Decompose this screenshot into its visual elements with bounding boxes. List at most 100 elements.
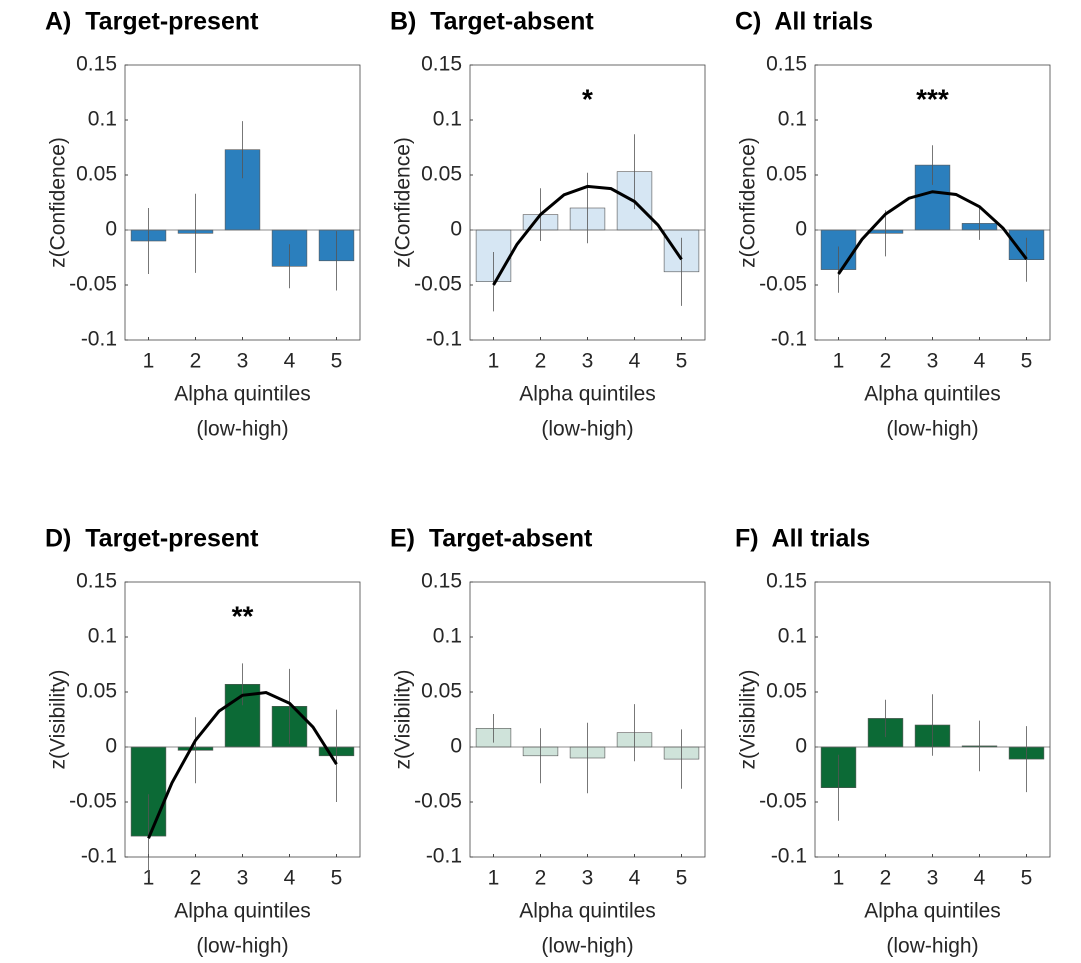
y-tick-label: 0.15 — [766, 53, 807, 76]
x-tick-label: 5 — [676, 350, 688, 373]
x-tick-label: 2 — [880, 867, 892, 890]
axes-frame — [814, 581, 1051, 858]
x-axis-label: Alpha quintiles — [864, 383, 1001, 406]
x-tick-label: 4 — [284, 867, 296, 890]
y-tick-label: 0.1 — [433, 108, 462, 131]
y-tick-label: 0 — [450, 735, 462, 758]
x-axis-label: (low-high) — [886, 935, 978, 958]
axes-frame — [814, 64, 1051, 341]
x-axis-label: Alpha quintiles — [174, 383, 311, 406]
y-tick-label: 0.05 — [76, 163, 117, 186]
y-tick-label: -0.05 — [414, 273, 462, 296]
x-tick-label: 5 — [1021, 350, 1033, 373]
y-tick-label: 0.15 — [421, 53, 462, 76]
x-axis-label: Alpha quintiles — [519, 900, 656, 923]
x-tick-label: 3 — [237, 350, 249, 373]
x-tick-label: 1 — [143, 867, 155, 890]
panel-title: B) Target-absent — [390, 8, 594, 36]
y-axis-label: z(Visibility) — [392, 670, 415, 770]
x-axis-label: (low-high) — [541, 935, 633, 958]
y-tick-label: 0.15 — [766, 570, 807, 593]
x-tick-label: 5 — [1021, 867, 1033, 890]
y-tick-label: 0.1 — [88, 108, 117, 131]
x-axis-label: (low-high) — [196, 935, 288, 958]
y-axis-label: z(Visibility) — [737, 670, 760, 770]
x-axis-label: Alpha quintiles — [174, 900, 311, 923]
y-axis-label: z(Visibility) — [47, 670, 70, 770]
x-axis-label: Alpha quintiles — [519, 383, 656, 406]
axes-frame — [124, 581, 361, 858]
x-tick-label: 2 — [880, 350, 892, 373]
x-tick-label: 1 — [143, 350, 155, 373]
x-tick-label: 3 — [582, 350, 594, 373]
y-tick-label: 0 — [105, 218, 117, 241]
x-tick-label: 4 — [974, 867, 986, 890]
y-tick-label: 0 — [450, 218, 462, 241]
x-axis-label: Alpha quintiles — [864, 900, 1001, 923]
y-tick-label: 0.15 — [76, 570, 117, 593]
bar — [130, 746, 167, 837]
x-tick-label: 3 — [237, 867, 249, 890]
y-tick-label: 0.1 — [88, 625, 117, 648]
panel-title: E) Target-absent — [390, 525, 593, 553]
y-tick-label: -0.1 — [81, 328, 117, 351]
x-tick-label: 5 — [331, 350, 343, 373]
x-axis-label: (low-high) — [196, 418, 288, 441]
y-axis-label: z(Confidence) — [47, 137, 70, 268]
y-tick-label: 0.05 — [421, 163, 462, 186]
y-tick-label: 0.15 — [421, 570, 462, 593]
y-tick-label: -0.1 — [771, 845, 807, 868]
x-tick-label: 3 — [582, 867, 594, 890]
x-tick-label: 5 — [331, 867, 343, 890]
x-axis-label: (low-high) — [886, 418, 978, 441]
x-tick-label: 2 — [535, 350, 547, 373]
panel-title: F) All trials — [735, 525, 870, 553]
significance-annotation: ** — [232, 600, 254, 631]
y-tick-label: 0.1 — [778, 108, 807, 131]
y-tick-label: 0 — [105, 735, 117, 758]
panel-title: D) Target-present — [45, 525, 259, 553]
x-tick-label: 3 — [927, 867, 939, 890]
y-tick-label: -0.1 — [426, 845, 462, 868]
y-tick-label: -0.1 — [426, 328, 462, 351]
y-tick-label: 0.05 — [766, 680, 807, 703]
x-tick-label: 2 — [190, 867, 202, 890]
x-tick-label: 4 — [629, 867, 641, 890]
y-axis-label: z(Confidence) — [392, 137, 415, 268]
y-tick-label: 0.1 — [433, 625, 462, 648]
axes-frame — [469, 64, 706, 341]
y-tick-label: 0.15 — [76, 53, 117, 76]
panel-title: A) Target-present — [45, 8, 259, 36]
y-tick-label: 0 — [795, 735, 807, 758]
y-tick-label: 0.1 — [778, 625, 807, 648]
y-tick-label: -0.05 — [759, 273, 807, 296]
significance-annotation: *** — [916, 83, 949, 114]
axes-frame — [124, 64, 361, 341]
y-tick-label: -0.05 — [69, 790, 117, 813]
significance-annotation: * — [582, 83, 593, 114]
x-tick-label: 1 — [833, 867, 845, 890]
x-tick-label: 4 — [629, 350, 641, 373]
x-tick-label: 1 — [833, 350, 845, 373]
y-axis-label: z(Confidence) — [737, 137, 760, 268]
axes-frame — [469, 581, 706, 858]
quadratic-fit — [837, 190, 1028, 275]
y-tick-label: -0.05 — [414, 790, 462, 813]
x-tick-label: 4 — [974, 350, 986, 373]
quadratic-fit — [147, 691, 338, 839]
y-tick-label: -0.1 — [771, 328, 807, 351]
x-tick-label: 2 — [190, 350, 202, 373]
y-tick-label: -0.05 — [69, 273, 117, 296]
x-tick-label: 5 — [676, 867, 688, 890]
y-tick-label: 0.05 — [421, 680, 462, 703]
y-tick-label: -0.1 — [81, 845, 117, 868]
y-tick-label: 0.05 — [766, 163, 807, 186]
y-tick-label: 0 — [795, 218, 807, 241]
x-tick-label: 4 — [284, 350, 296, 373]
x-tick-label: 3 — [927, 350, 939, 373]
x-tick-label: 2 — [535, 867, 547, 890]
x-axis-label: (low-high) — [541, 418, 633, 441]
y-tick-label: -0.05 — [759, 790, 807, 813]
panel-title: C) All trials — [735, 8, 873, 36]
